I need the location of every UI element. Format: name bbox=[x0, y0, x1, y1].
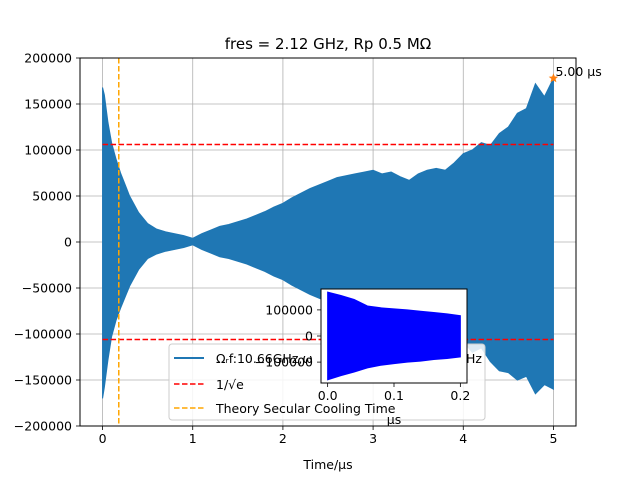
legend-label-signal-tail: Hz bbox=[466, 351, 482, 366]
legend-label-sqrt-e: 1/√e bbox=[216, 377, 244, 392]
x-tick-label-5: 5 bbox=[549, 431, 557, 446]
chart-title: fres = 2.12 GHz, Rp 0.5 MΩ bbox=[225, 35, 431, 53]
x-tick-label-0: 0 bbox=[99, 431, 107, 446]
main-y-ticks: −200000 −150000 −100000 −50000 0 50000 100000 1… bbox=[14, 51, 80, 434]
y-tick-label-8: 200000 bbox=[24, 51, 72, 66]
y-tick-label-6: 100000 bbox=[24, 143, 72, 158]
inset-x-tick-label-0: 0.0 bbox=[318, 388, 338, 403]
x-tick-label-1: 1 bbox=[189, 431, 197, 446]
main-annotation: 5.00 μs bbox=[548, 64, 602, 83]
inset-y-tick-label-1: 0 bbox=[305, 329, 313, 344]
x-tick-label-2: 2 bbox=[279, 431, 287, 446]
inset-plot: 0.0 0.1 0.2 −100000 0 100000 bbox=[255, 288, 470, 403]
y-tick-label-3: −50000 bbox=[22, 281, 72, 296]
y-tick-label-2: −100000 bbox=[14, 327, 72, 342]
inset-x-tick-label-1: 0.1 bbox=[384, 388, 404, 403]
legend-label-cooling-time: Theory Secular Cooling Time bbox=[215, 401, 396, 416]
inset-x-tick-label-2: 0.2 bbox=[450, 388, 470, 403]
y-tick-label-4: 0 bbox=[64, 235, 72, 250]
main-x-ticks: 0 1 2 3 4 5 bbox=[99, 426, 557, 446]
inset-y-tick-label-2: 100000 bbox=[265, 302, 313, 317]
inset-signal-series bbox=[327, 291, 461, 381]
x-tick-label-3: 3 bbox=[369, 431, 377, 446]
inset-data bbox=[327, 291, 461, 381]
y-tick-label-1: −150000 bbox=[14, 373, 72, 388]
x-tick-label-4: 4 bbox=[459, 431, 467, 446]
y-tick-label-5: 50000 bbox=[32, 189, 72, 204]
y-tick-label-0: −200000 bbox=[14, 419, 72, 434]
end-time-annotation: 5.00 μs bbox=[555, 64, 601, 79]
x-axis-label: Time/μs bbox=[302, 457, 352, 472]
legend-label-signal: Ωᵣf:10.66GHz,ω bbox=[216, 351, 313, 366]
inset-x-axis-label: μs bbox=[387, 412, 401, 427]
inset-x-ticks: 0.0 0.1 0.2 bbox=[318, 383, 470, 403]
y-tick-label-7: 150000 bbox=[24, 97, 72, 112]
inset-y-ticks: −100000 0 100000 bbox=[255, 302, 321, 370]
inset-y-tick-label-0: −100000 bbox=[255, 355, 313, 370]
end-time-star-marker bbox=[548, 73, 559, 83]
